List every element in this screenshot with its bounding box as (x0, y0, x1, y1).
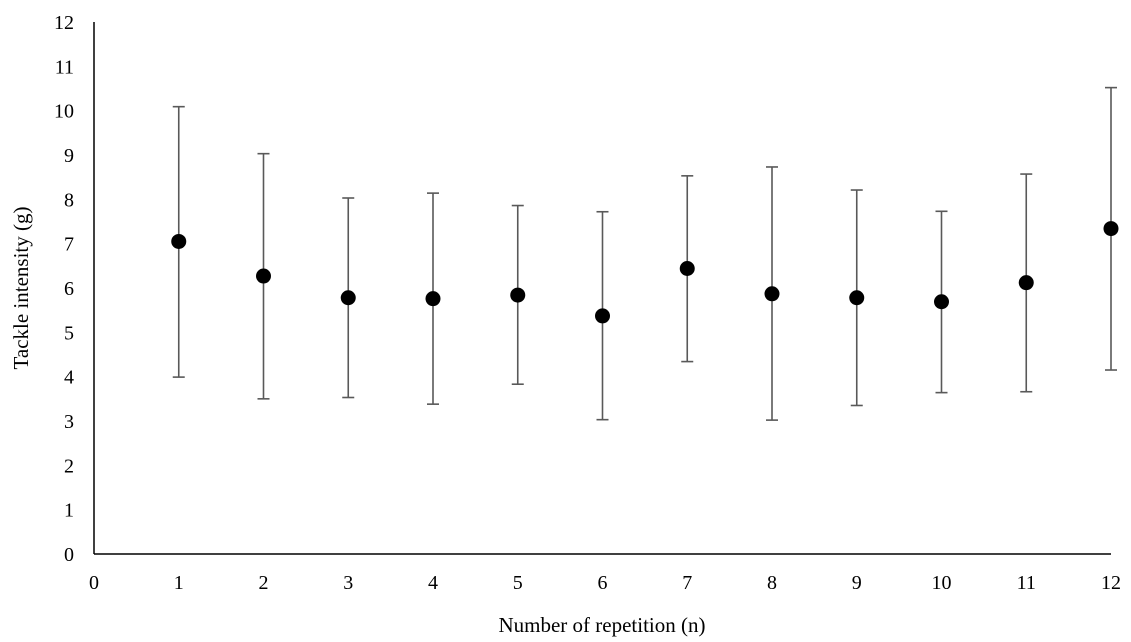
error-bars (172, 86, 1117, 421)
x-tick-label: 1 (174, 572, 184, 594)
data-point (510, 287, 526, 303)
x-tick-label: 0 (89, 572, 99, 594)
x-tick-label: 2 (259, 572, 269, 594)
y-tick-label: 8 (64, 189, 74, 211)
y-tick-label: 6 (64, 278, 74, 300)
data-point (171, 233, 187, 249)
x-tick-label: 7 (682, 572, 692, 594)
y-tick-label: 7 (64, 234, 74, 256)
x-tick-label: 3 (343, 572, 353, 594)
y-tick-label: 4 (64, 367, 74, 389)
data-point (256, 268, 271, 284)
y-axis-title: Tackle intensity (g) (9, 207, 33, 370)
data-point (934, 294, 949, 310)
data-point (425, 291, 441, 307)
y-tick-label: 0 (64, 544, 74, 566)
y-tick-label: 5 (64, 322, 74, 344)
x-tick-labels: 0 1 2 3 4 5 6 7 8 9 10 11 12 (89, 572, 1121, 594)
y-tick-label: 2 (64, 455, 74, 477)
x-tick-label: 9 (852, 572, 862, 594)
data-point (849, 290, 865, 306)
x-tick-label: 8 (767, 572, 777, 594)
data-point (764, 286, 780, 302)
x-tick-label: 12 (1101, 572, 1121, 594)
x-tick-label: 5 (513, 572, 523, 594)
y-tick-label: 1 (64, 500, 74, 522)
y-tick-label: 10 (54, 101, 74, 123)
y-tick-label: 11 (55, 56, 74, 78)
data-point (1103, 221, 1119, 237)
y-tick-label: 9 (64, 145, 74, 167)
data-points (171, 221, 1119, 324)
y-tick-label: 12 (54, 12, 74, 34)
data-point (1018, 275, 1034, 291)
data-point (340, 290, 356, 306)
x-tick-label: 4 (428, 572, 438, 594)
x-tick-label: 6 (598, 572, 608, 594)
x-tick-label: 10 (932, 572, 952, 594)
x-tick-label: 11 (1017, 572, 1036, 594)
x-axis-title: Number of repetition (n) (498, 613, 705, 637)
y-tick-label: 3 (64, 411, 74, 433)
data-point (679, 260, 695, 276)
data-point (595, 308, 610, 324)
